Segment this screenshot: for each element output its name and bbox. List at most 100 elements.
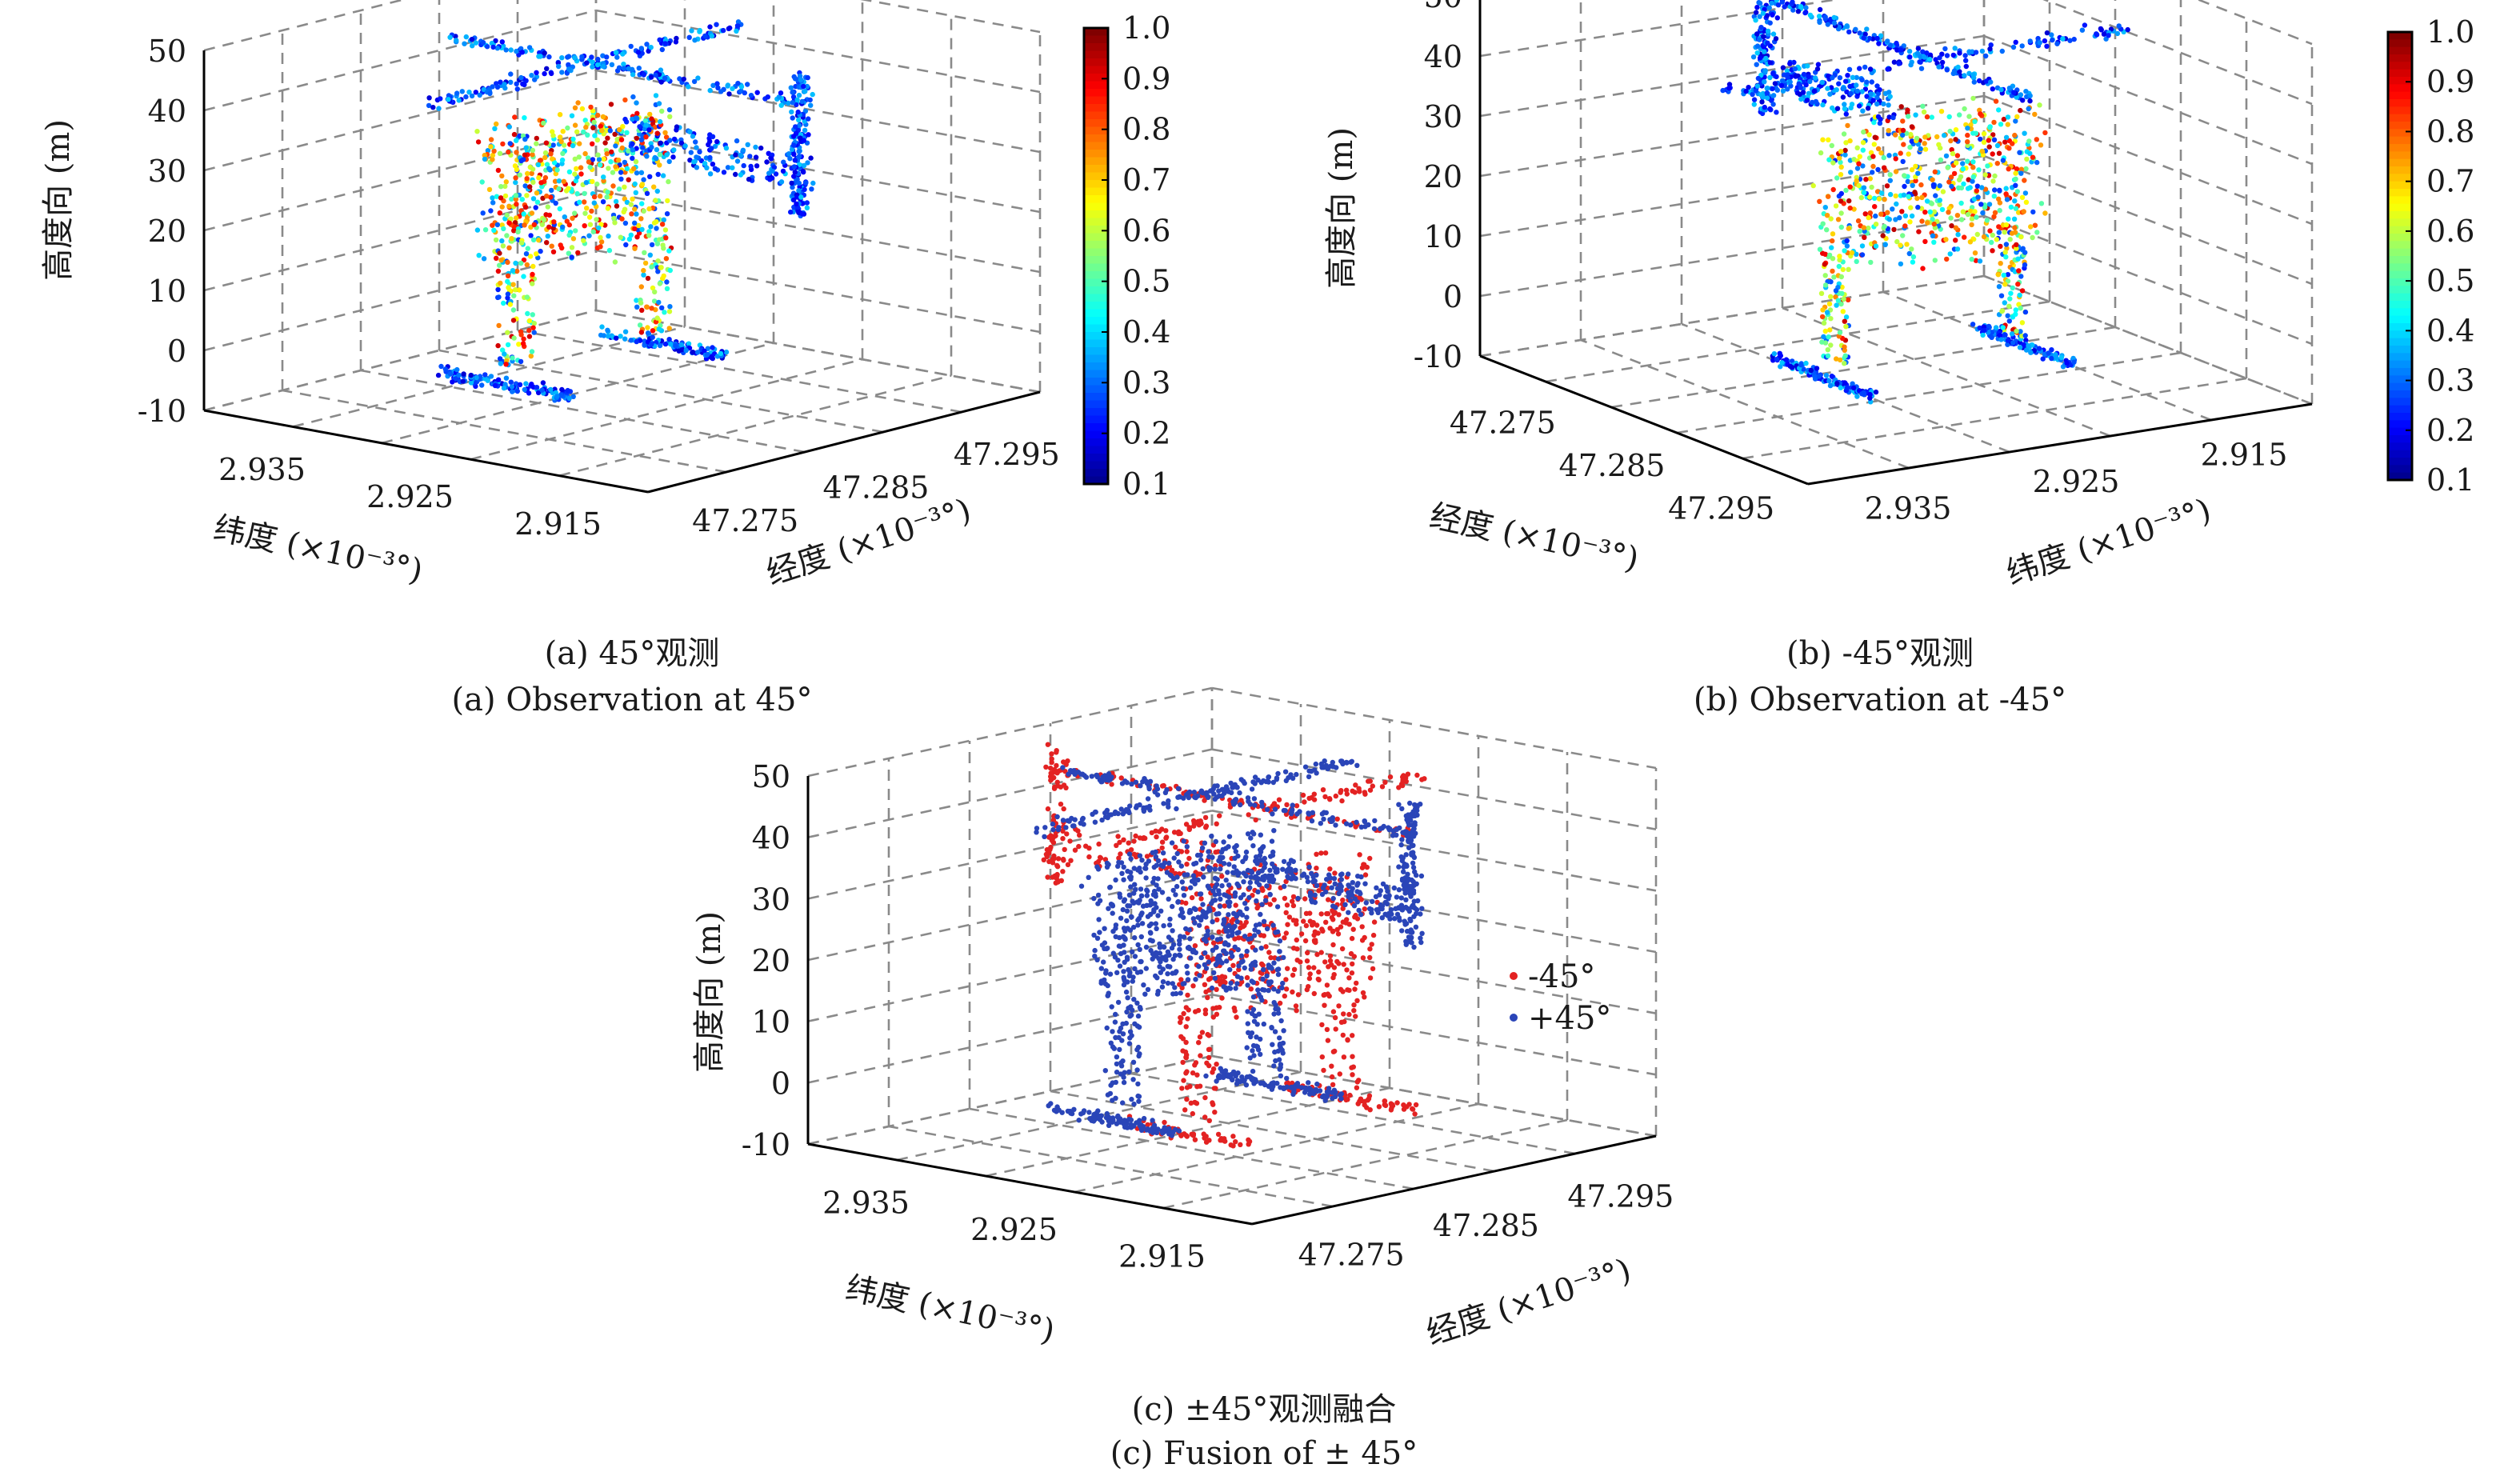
- colorbar-segment: [2388, 39, 2412, 48]
- data-point: [605, 327, 610, 333]
- data-point: [804, 205, 810, 210]
- data-point: [1790, 7, 1796, 13]
- data-point: [651, 220, 658, 226]
- data-point: [1335, 931, 1342, 937]
- data-point: [1957, 50, 1962, 56]
- data-point: [753, 144, 758, 150]
- data-point: [1829, 245, 1834, 250]
- data-point: [710, 82, 716, 89]
- data-point: [1920, 266, 1926, 271]
- data-point: [2013, 182, 2018, 188]
- data-point: [1333, 1026, 1338, 1032]
- data-point: [1306, 975, 1313, 982]
- data-point: [1271, 1063, 1277, 1069]
- data-point: [2042, 38, 2048, 44]
- data-point: [1145, 796, 1151, 802]
- data-point: [2012, 132, 2018, 138]
- data-point: [644, 154, 650, 159]
- data-point: [1346, 922, 1352, 927]
- data-point: [804, 83, 810, 90]
- data-point: [1932, 169, 1938, 175]
- data-point: [791, 142, 797, 148]
- data-point: [1248, 874, 1254, 880]
- data-point: [608, 159, 614, 165]
- data-point: [454, 38, 459, 43]
- data-point: [497, 262, 502, 268]
- data-point: [1270, 849, 1276, 855]
- data-point: [616, 186, 622, 192]
- data-point: [1060, 856, 1066, 862]
- data-point: [1844, 23, 1850, 29]
- data-point: [1413, 1102, 1419, 1108]
- data-point: [632, 220, 638, 226]
- data-point: [500, 347, 506, 353]
- data-point: [1990, 151, 1995, 157]
- data-point: [1867, 395, 1873, 401]
- data-point: [1915, 170, 1921, 176]
- data-point: [1960, 209, 1966, 214]
- data-point: [1837, 75, 1843, 81]
- data-point: [581, 129, 586, 135]
- data-point: [649, 242, 655, 248]
- data-point: [710, 162, 716, 167]
- data-point: [649, 264, 654, 270]
- data-point: [1055, 856, 1062, 862]
- data-point: [647, 174, 653, 179]
- colorbar-segment: [1084, 430, 1108, 439]
- colorbar-segment: [1084, 233, 1108, 242]
- data-point: [512, 220, 518, 226]
- data-point: [637, 322, 643, 328]
- data-point: [2017, 292, 2022, 298]
- data-point: [1907, 144, 1913, 150]
- lon-tick-label: 47.295: [1668, 490, 1774, 526]
- data-point: [2054, 41, 2060, 46]
- data-point: [723, 349, 730, 355]
- data-point: [488, 208, 494, 214]
- data-point: [1336, 890, 1342, 897]
- data-point: [535, 255, 541, 261]
- data-point: [654, 156, 659, 162]
- data-point: [1166, 860, 1172, 866]
- data-point: [586, 159, 592, 165]
- data-point: [594, 217, 599, 222]
- data-point: [1922, 238, 1928, 245]
- data-point: [1811, 89, 1818, 94]
- data-point: [1989, 334, 1994, 340]
- data-point: [1198, 896, 1204, 902]
- data-point: [1290, 898, 1295, 904]
- data-point: [1829, 374, 1834, 379]
- data-point: [481, 256, 487, 262]
- data-point: [1918, 59, 1923, 65]
- data-point: [1957, 177, 1962, 182]
- data-point: [1206, 1118, 1213, 1124]
- data-point: [1367, 855, 1373, 862]
- data-point: [447, 371, 454, 377]
- data-point: [1275, 988, 1281, 994]
- data-point: [1169, 945, 1175, 951]
- data-point: [638, 330, 645, 335]
- data-point: [573, 178, 579, 184]
- data-point: [1913, 163, 1918, 170]
- data-point: [2036, 346, 2042, 351]
- data-point: [740, 147, 746, 153]
- data-point: [1125, 995, 1130, 1001]
- data-point: [2064, 360, 2070, 366]
- data-point: [522, 115, 527, 121]
- data-point: [2002, 300, 2007, 306]
- data-point: [484, 44, 490, 50]
- data-point: [1982, 172, 1988, 178]
- data-point: [634, 146, 639, 151]
- data-point: [1979, 48, 1986, 54]
- data-point: [649, 306, 654, 311]
- data-point: [1327, 958, 1334, 964]
- data-point: [510, 389, 515, 394]
- data-point: [1233, 986, 1238, 991]
- data-point: [2000, 325, 2006, 330]
- data-point: [461, 371, 466, 377]
- data-point: [1226, 882, 1232, 888]
- data-point: [513, 260, 518, 266]
- data-point: [630, 94, 636, 100]
- data-point: [514, 138, 519, 143]
- data-point: [636, 222, 642, 229]
- data-point: [626, 177, 631, 182]
